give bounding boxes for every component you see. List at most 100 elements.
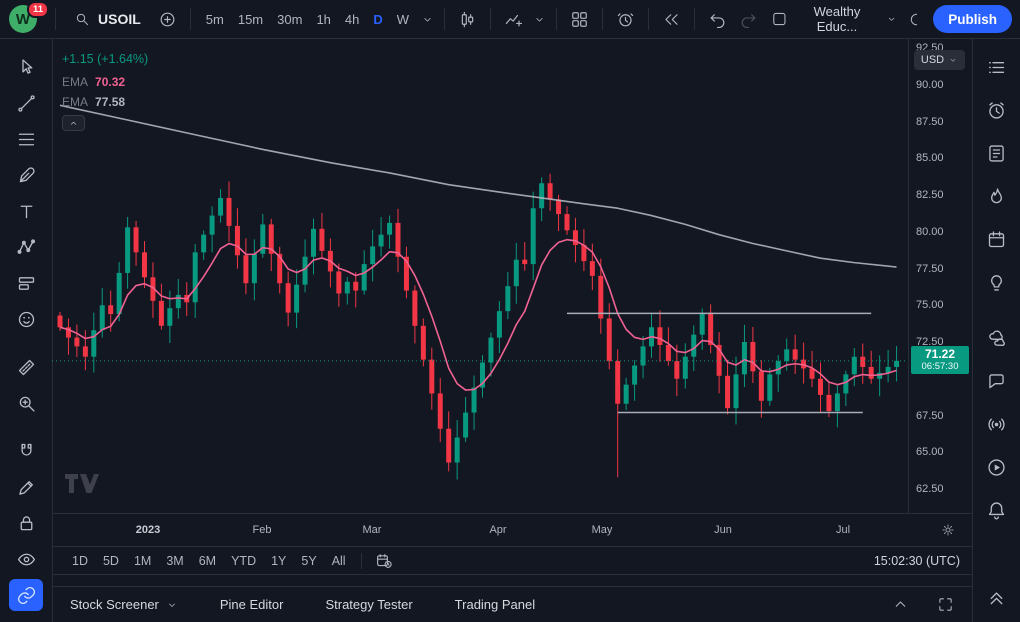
indicator-row[interactable]: EMA 70.32 bbox=[62, 75, 148, 89]
tool-xabcd-pattern[interactable] bbox=[9, 231, 43, 263]
caret-up-icon bbox=[68, 118, 79, 129]
indicator-value: 77.58 bbox=[95, 95, 126, 109]
bar-replay-button[interactable] bbox=[657, 5, 686, 34]
indicator-label: EMA bbox=[62, 95, 89, 109]
toolbar-right-group: Wealthy Educ... Publish bbox=[765, 4, 1012, 34]
indicator-templates-button[interactable] bbox=[530, 5, 548, 34]
sidebar-alerts-button[interactable] bbox=[980, 94, 1014, 128]
sidebar-videos-button[interactable] bbox=[980, 450, 1014, 484]
indicator-label: EMA bbox=[62, 75, 89, 89]
sidebar-public-chats-button[interactable] bbox=[980, 321, 1014, 355]
timeframe-dropdown-button[interactable] bbox=[418, 5, 436, 34]
range-5d[interactable]: 5D bbox=[97, 551, 125, 571]
tool-emoji[interactable] bbox=[9, 303, 43, 335]
sidebar-notifications-button[interactable] bbox=[980, 493, 1014, 527]
candlestick-chart[interactable] bbox=[52, 38, 908, 513]
toolbar-separator bbox=[55, 8, 56, 30]
timeframe-5m[interactable]: 5m bbox=[199, 5, 231, 33]
user-menu-button[interactable]: W 11 bbox=[5, 1, 49, 36]
search-icon bbox=[74, 11, 90, 27]
chart-style-button[interactable] bbox=[453, 5, 482, 34]
tool-forecast-position[interactable] bbox=[9, 267, 43, 299]
tool-fib-retracement[interactable] bbox=[9, 123, 43, 155]
price-scale[interactable]: USD 71.22 06:57:30 92.50 90.00 87.50 85.00 8… bbox=[908, 38, 972, 513]
tool-draw[interactable] bbox=[9, 471, 43, 503]
chevron-down-icon bbox=[886, 13, 897, 25]
chart-settings-gear-button[interactable] bbox=[937, 519, 959, 541]
notification-count-badge: 11 bbox=[26, 1, 49, 18]
price-tick: 82.50 bbox=[916, 189, 944, 201]
tool-magnet[interactable] bbox=[9, 435, 43, 467]
tab-trading-panel[interactable]: Trading Panel bbox=[455, 597, 535, 612]
tool-lock-all-drawings[interactable] bbox=[9, 507, 43, 539]
range-3m[interactable]: 3M bbox=[160, 551, 189, 571]
timeframe-30m[interactable]: 30m bbox=[270, 5, 309, 33]
sidebar-streams-button[interactable] bbox=[980, 407, 1014, 441]
price-change-label: +1.15 (+1.64%) bbox=[62, 52, 149, 66]
time-tick: Feb bbox=[252, 524, 272, 536]
sidebar-hotlists-button[interactable] bbox=[980, 180, 1014, 214]
tool-zoom[interactable] bbox=[9, 387, 43, 419]
sidebar-collapse-button[interactable] bbox=[980, 580, 1014, 614]
range-all[interactable]: All bbox=[326, 551, 352, 571]
bar-close-countdown: 06:57:30 bbox=[921, 360, 959, 372]
range-1d[interactable]: 1D bbox=[66, 551, 94, 571]
indicators-button[interactable] bbox=[499, 5, 528, 34]
multichart-layout-button[interactable] bbox=[565, 5, 594, 34]
panel-expand-button[interactable] bbox=[886, 590, 915, 619]
sidebar-watchlist-button[interactable] bbox=[980, 51, 1014, 85]
timeframe-W[interactable]: W bbox=[390, 5, 416, 33]
price-tick: 87.50 bbox=[916, 115, 944, 128]
redo-button[interactable] bbox=[734, 5, 763, 34]
price-tick: 67.50 bbox=[916, 409, 944, 422]
symbol-search-button[interactable]: USOIL bbox=[64, 4, 151, 34]
timeframe-D[interactable]: D bbox=[366, 5, 389, 33]
timeframe-1h[interactable]: 1h bbox=[309, 5, 337, 33]
tab-stock-screener[interactable]: Stock Screener bbox=[70, 597, 178, 612]
sidebar-private-chat-button[interactable] bbox=[980, 364, 1014, 398]
time-tick: Apr bbox=[489, 524, 507, 536]
timeframe-4h[interactable]: 4h bbox=[338, 5, 366, 33]
tool-sync-drawings[interactable] bbox=[9, 579, 43, 611]
timeframe-15m[interactable]: 15m bbox=[231, 5, 270, 33]
tab-strategy-tester[interactable]: Strategy Tester bbox=[325, 597, 412, 612]
chart-canvas[interactable]: +1.15 (+1.64%) EMA 70.32 EMA 77.58 USD bbox=[52, 38, 972, 513]
tab-pine-editor[interactable]: Pine Editor bbox=[220, 597, 284, 612]
time-tick: May bbox=[591, 524, 613, 536]
compare-add-symbol-button[interactable] bbox=[153, 5, 182, 34]
save-layout-button[interactable]: Wealthy Educ... bbox=[765, 4, 903, 34]
publish-button[interactable]: Publish bbox=[933, 5, 1012, 33]
tool-text[interactable] bbox=[9, 195, 43, 227]
chevron-down-icon bbox=[948, 55, 958, 65]
fullscreen-button[interactable] bbox=[931, 590, 960, 619]
tool-cursor[interactable] bbox=[9, 51, 43, 83]
tool-brush[interactable] bbox=[9, 159, 43, 191]
tool-trend-line[interactable] bbox=[9, 87, 43, 119]
price-tick: 85.00 bbox=[916, 152, 944, 165]
indicator-value: 70.32 bbox=[95, 75, 126, 89]
tool-hide-all-drawings[interactable] bbox=[9, 543, 43, 575]
time-axis[interactable]: 2023 Feb Mar Apr May Jun Jul bbox=[52, 513, 972, 547]
tab-label: Trading Panel bbox=[454, 597, 536, 612]
legend-collapse-button[interactable] bbox=[62, 115, 85, 131]
range-1y[interactable]: 1Y bbox=[265, 551, 292, 571]
range-5y[interactable]: 5Y bbox=[295, 551, 322, 571]
tab-label: Pine Editor bbox=[219, 597, 284, 612]
sidebar-ideas-button[interactable] bbox=[980, 266, 1014, 300]
price-tick: 90.00 bbox=[916, 78, 944, 91]
timeframe-group: 5m 15m 30m 1h 4h D W bbox=[199, 5, 416, 33]
currency-label: USD bbox=[920, 54, 945, 66]
tool-measure[interactable] bbox=[9, 351, 43, 383]
go-to-date-button[interactable] bbox=[371, 549, 397, 573]
create-alert-button[interactable] bbox=[611, 5, 640, 34]
sidebar-journal-button[interactable] bbox=[980, 137, 1014, 171]
range-1m[interactable]: 1M bbox=[128, 551, 157, 571]
indicator-row[interactable]: EMA 77.58 bbox=[62, 95, 148, 109]
undo-button[interactable] bbox=[703, 5, 732, 34]
sidebar-calendar-button[interactable] bbox=[980, 223, 1014, 257]
currency-select[interactable]: USD bbox=[914, 50, 965, 70]
timezone-clock-button[interactable]: 15:02:30 (UTC) bbox=[873, 553, 960, 568]
range-ytd[interactable]: YTD bbox=[225, 551, 262, 571]
range-6m[interactable]: 6M bbox=[193, 551, 222, 571]
